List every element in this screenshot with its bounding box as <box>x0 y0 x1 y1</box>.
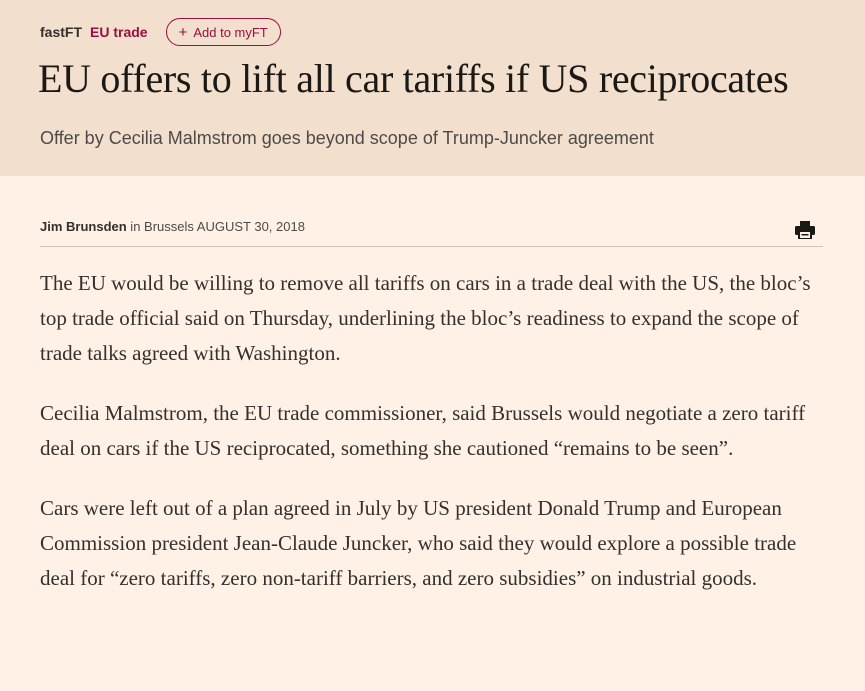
article-headline: EU offers to lift all car tariffs if US … <box>38 56 789 101</box>
print-icon[interactable] <box>795 221 815 239</box>
section-link[interactable]: EU trade <box>90 24 148 40</box>
byline-divider <box>40 246 823 247</box>
byline-in: in <box>126 219 145 234</box>
byline: Jim Brunsden in Brussels AUGUST 30, 2018 <box>40 219 305 234</box>
article-standfirst: Offer by Cecilia Malmstrom goes beyond s… <box>40 128 654 148</box>
byline-location: Brussels <box>144 219 194 234</box>
byline-date: AUGUST 30, 2018 <box>196 219 305 234</box>
article-paragraph: Cecilia Malmstrom, the EU trade commissi… <box>40 401 806 460</box>
article-header: fastFT EU trade + Add to myFT EU offers … <box>0 0 865 176</box>
article-paragraph: Cars were left out of a plan agreed in J… <box>40 496 797 590</box>
plus-icon: + <box>178 23 188 41</box>
add-to-myft-label: Add to myFT <box>193 24 268 40</box>
brand-label[interactable]: fastFT <box>40 24 82 40</box>
article-paragraph: The EU would be willing to remove all ta… <box>40 271 811 365</box>
add-to-myft-button[interactable]: + Add to myFT <box>165 18 281 46</box>
article-body: The EU would be willing to remove all ta… <box>40 266 830 621</box>
author-link[interactable]: Jim Brunsden <box>40 219 127 234</box>
topline: fastFT EU trade + Add to myFT <box>40 18 281 46</box>
